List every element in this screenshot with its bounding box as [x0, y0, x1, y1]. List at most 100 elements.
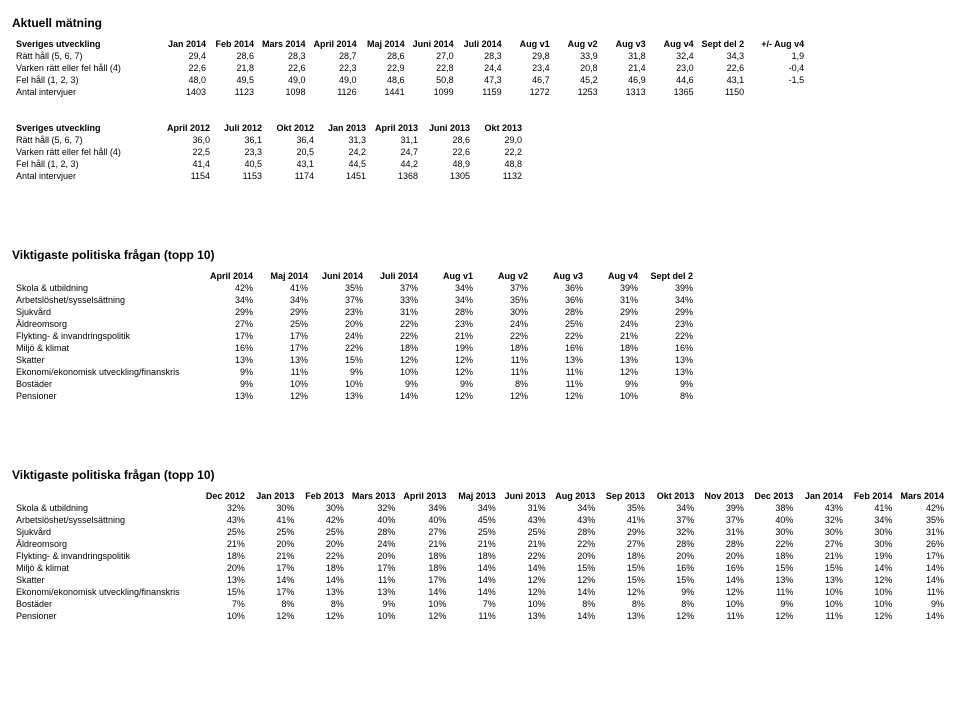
- cell: 16%: [642, 342, 697, 354]
- cell: 15%: [599, 574, 649, 586]
- cell: 13%: [312, 390, 367, 402]
- cell: 14%: [367, 390, 422, 402]
- cell: 28%: [532, 306, 587, 318]
- cell: 32%: [199, 502, 249, 514]
- cell: 22,6: [258, 62, 310, 74]
- cell: 37%: [477, 282, 532, 294]
- cell: 21%: [399, 538, 450, 550]
- cell: 14%: [450, 562, 499, 574]
- cell: 32%: [649, 526, 698, 538]
- cell: 24%: [348, 538, 400, 550]
- cell: 12%: [257, 390, 312, 402]
- cell: 20%: [698, 550, 748, 562]
- cell: 48,6: [361, 74, 409, 86]
- cell: 10%: [312, 378, 367, 390]
- cell: 11%: [348, 574, 400, 586]
- cell: 10%: [399, 598, 450, 610]
- cell: 14%: [896, 610, 948, 622]
- col-header: Jan 2014: [797, 490, 846, 502]
- cell: 24%: [312, 330, 367, 342]
- cell: 22,3: [310, 62, 361, 74]
- cell: 24%: [587, 318, 642, 330]
- cell: 28,6: [210, 50, 258, 62]
- table-row: Flykting- & invandringspolitik18%21%22%2…: [12, 550, 948, 562]
- cell: 43%: [500, 514, 550, 526]
- row-label: Arbetslöshet/sysselsättning: [12, 294, 202, 306]
- cell: 15%: [550, 562, 600, 574]
- cell: 12%: [298, 610, 348, 622]
- cell: 8%: [477, 378, 532, 390]
- cell: 14%: [450, 586, 499, 598]
- cell: 27%: [599, 538, 649, 550]
- cell: 21%: [422, 330, 477, 342]
- cell: 42%: [298, 514, 348, 526]
- cell: 12%: [847, 574, 897, 586]
- cell: 22,5: [162, 146, 214, 158]
- cell: 50,8: [409, 74, 458, 86]
- cell: 12%: [399, 610, 450, 622]
- cell: 40,5: [214, 158, 266, 170]
- cell: 34%: [550, 502, 600, 514]
- cell: 24,4: [458, 62, 506, 74]
- table-header-row: Sveriges utveckling April 2012 Juli 2012…: [12, 122, 526, 134]
- cell: 22%: [532, 330, 587, 342]
- cell: 28,6: [422, 134, 474, 146]
- row-label: Fel håll (1, 2, 3): [12, 74, 162, 86]
- cell: 14%: [896, 574, 948, 586]
- cell: 29,0: [474, 134, 526, 146]
- cell: 36,1: [214, 134, 266, 146]
- cell: 22%: [477, 330, 532, 342]
- cell: 13%: [199, 574, 249, 586]
- col-header: Jan 2014: [162, 38, 210, 50]
- cell: 10%: [587, 390, 642, 402]
- table-row: Sjukvård29%29%23%31%28%30%28%29%29%: [12, 306, 697, 318]
- col-header: Dec 2012: [199, 490, 249, 502]
- cell: 22%: [550, 538, 600, 550]
- cell: 13%: [587, 354, 642, 366]
- col-header: Dec 2013: [748, 490, 798, 502]
- cell: 8%: [642, 390, 697, 402]
- cell: 30%: [477, 306, 532, 318]
- cell: 42%: [896, 502, 948, 514]
- cell: 16%: [202, 342, 257, 354]
- col-header: Jan 2013: [318, 122, 370, 134]
- cell: 10%: [199, 610, 249, 622]
- cell: 11%: [477, 354, 532, 366]
- cell: 25%: [450, 526, 499, 538]
- cell: 49,5: [210, 74, 258, 86]
- cell: 28,6: [361, 50, 409, 62]
- table-top10-recent: April 2014 Maj 2014 Juni 2014 Juli 2014 …: [12, 270, 697, 402]
- row-label: Antal intervjuer: [12, 86, 162, 98]
- cell: 9%: [422, 378, 477, 390]
- cell: 28%: [698, 538, 748, 550]
- cell: 14%: [500, 562, 550, 574]
- section-title-top10-a: Viktigaste politiska frågan (topp 10): [12, 248, 948, 262]
- cell: 12%: [477, 390, 532, 402]
- cell: 37%: [367, 282, 422, 294]
- col-header: Nov 2013: [698, 490, 748, 502]
- table-row: Skola & utbildning42%41%35%37%34%37%36%3…: [12, 282, 697, 294]
- col-header: Maj 2013: [450, 490, 499, 502]
- cell: 43%: [199, 514, 249, 526]
- cell: 15%: [599, 562, 649, 574]
- col-header: Okt 2013: [649, 490, 698, 502]
- cell: 29%: [587, 306, 642, 318]
- table-row: Äldreomsorg21%20%20%24%21%21%21%22%27%28…: [12, 538, 948, 550]
- cell: 21%: [199, 538, 249, 550]
- cell: 1099: [409, 86, 458, 98]
- cell: 18%: [298, 562, 348, 574]
- cell: 1132: [474, 170, 526, 182]
- cell: 14%: [847, 562, 897, 574]
- cell: 22%: [298, 550, 348, 562]
- cell: 13%: [797, 574, 846, 586]
- cell: 11%: [257, 366, 312, 378]
- cell: 42%: [202, 282, 257, 294]
- cell: 1365: [650, 86, 698, 98]
- col-header: Juni 2014: [312, 270, 367, 282]
- cell: 12%: [532, 390, 587, 402]
- cell: 48,0: [162, 74, 210, 86]
- cell: 17%: [399, 574, 450, 586]
- col-header: Maj 2014: [257, 270, 312, 282]
- cell: 24,7: [370, 146, 422, 158]
- cell: -0,4: [748, 62, 808, 74]
